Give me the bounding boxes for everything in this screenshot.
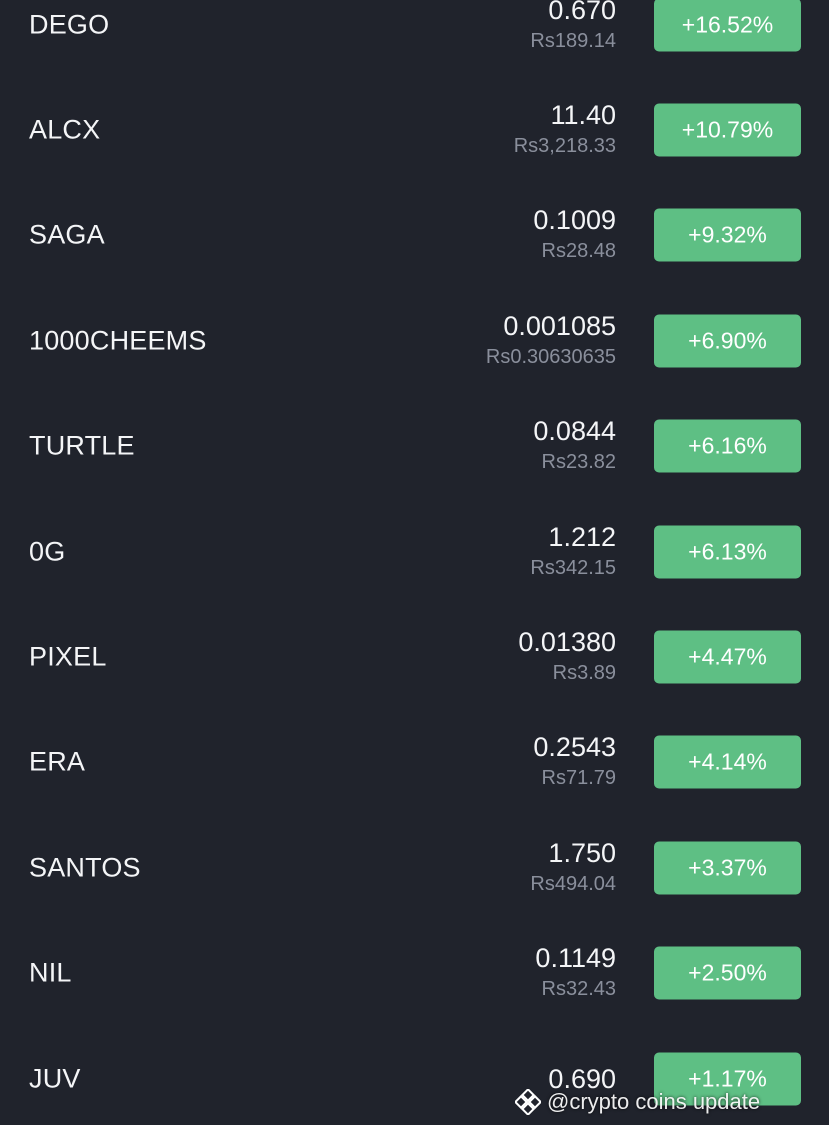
coin-row[interactable]: 1000CHEEMS 0.001085 Rs0.30630635 +6.90% xyxy=(0,288,829,393)
last-price: 11.40 xyxy=(550,100,616,131)
change-badge[interactable]: +6.90% xyxy=(654,314,801,368)
coin-row[interactable]: SAGA 0.1009 Rs28.48 +9.32% xyxy=(0,183,829,288)
coin-symbol: PIXEL xyxy=(29,641,107,672)
coin-row[interactable]: 0G 1.212 Rs342.15 +6.13% xyxy=(0,499,829,604)
coin-row[interactable]: NIL 0.1149 Rs32.43 +2.50% xyxy=(0,921,829,1026)
coin-symbol: SAGA xyxy=(29,219,105,250)
change-badge[interactable]: +9.32% xyxy=(654,208,801,262)
price-block: 0.1009 Rs28.48 xyxy=(533,204,616,266)
fiat-price: Rs494.04 xyxy=(530,872,616,895)
price-block: 0.2543 Rs71.79 xyxy=(533,731,616,793)
fiat-price: Rs189.14 xyxy=(530,29,616,52)
change-badge[interactable]: +4.14% xyxy=(654,735,801,789)
last-price: 0.690 xyxy=(548,1063,616,1094)
coin-symbol: TURTLE xyxy=(29,430,135,461)
last-price: 1.212 xyxy=(548,521,616,552)
watermark-text: @crypto coins update xyxy=(547,1089,761,1114)
fiat-price: Rs3,218.33 xyxy=(513,135,616,158)
change-badge[interactable]: +2.50% xyxy=(654,946,801,1000)
last-price: 0.001085 xyxy=(503,310,616,341)
coin-symbol: DEGO xyxy=(29,9,110,40)
price-block: 0.01380 Rs3.89 xyxy=(518,626,616,688)
price-block: 0.670 Rs189.14 xyxy=(530,0,616,56)
fiat-price: Rs28.48 xyxy=(541,240,617,263)
binance-logo-icon xyxy=(515,1089,541,1115)
coin-symbol: JUV xyxy=(29,1063,81,1094)
last-price: 1.750 xyxy=(548,837,616,868)
watermark: @crypto coins update xyxy=(515,1086,760,1118)
change-badge[interactable]: +10.79% xyxy=(654,103,801,157)
change-badge[interactable]: +1.17% xyxy=(654,1052,801,1106)
coin-row[interactable]: JUV 0.690 +1.17% xyxy=(0,1026,829,1125)
coin-symbol: 0G xyxy=(29,536,66,567)
coin-symbol: 1000CHEEMS xyxy=(29,325,207,356)
price-block: 0.1149 Rs32.43 xyxy=(535,942,616,1004)
fiat-price: Rs3.89 xyxy=(552,662,616,685)
change-badge[interactable]: +3.37% xyxy=(654,841,801,895)
price-block: 1.750 Rs494.04 xyxy=(530,837,616,899)
price-block: 1.212 Rs342.15 xyxy=(530,521,616,583)
coin-symbol: ALCX xyxy=(29,114,101,145)
coin-symbol: ERA xyxy=(29,746,86,777)
fiat-price: Rs342.15 xyxy=(530,556,616,579)
fiat-price: Rs0.30630635 xyxy=(485,345,616,368)
price-block: 0.690 xyxy=(548,1063,616,1095)
coin-row[interactable]: PIXEL 0.01380 Rs3.89 +4.47% xyxy=(0,604,829,709)
change-badge[interactable]: +16.52% xyxy=(654,0,801,52)
coin-symbol: NIL xyxy=(29,957,72,988)
last-price: 0.2543 xyxy=(533,732,616,763)
last-price: 0.0844 xyxy=(533,416,616,447)
coin-row[interactable]: ALCX 11.40 Rs3,218.33 +10.79% xyxy=(0,77,829,182)
fiat-price: Rs23.82 xyxy=(541,451,617,474)
fiat-price: Rs71.79 xyxy=(541,767,617,790)
change-badge[interactable]: +6.13% xyxy=(654,525,801,579)
coin-row[interactable]: SANTOS 1.750 Rs494.04 +3.37% xyxy=(0,815,829,920)
last-price: 0.670 xyxy=(548,0,616,25)
coin-row[interactable]: ERA 0.2543 Rs71.79 +4.14% xyxy=(0,710,829,815)
price-block: 0.001085 Rs0.30630635 xyxy=(486,310,616,372)
last-price: 0.1009 xyxy=(533,205,616,236)
last-price: 0.1149 xyxy=(535,943,616,974)
coin-row[interactable]: TURTLE 0.0844 Rs23.82 +6.16% xyxy=(0,394,829,499)
change-badge[interactable]: +6.16% xyxy=(654,419,801,473)
price-block: 0.0844 Rs23.82 xyxy=(533,415,616,477)
change-badge[interactable]: +4.47% xyxy=(654,630,801,684)
coin-symbol: SANTOS xyxy=(29,852,141,883)
fiat-price: Rs32.43 xyxy=(541,978,617,1001)
price-block: 11.40 Rs3,218.33 xyxy=(514,99,616,161)
last-price: 0.01380 xyxy=(518,627,616,658)
coin-row[interactable]: DEGO 0.670 Rs189.14 +16.52% xyxy=(0,0,829,77)
